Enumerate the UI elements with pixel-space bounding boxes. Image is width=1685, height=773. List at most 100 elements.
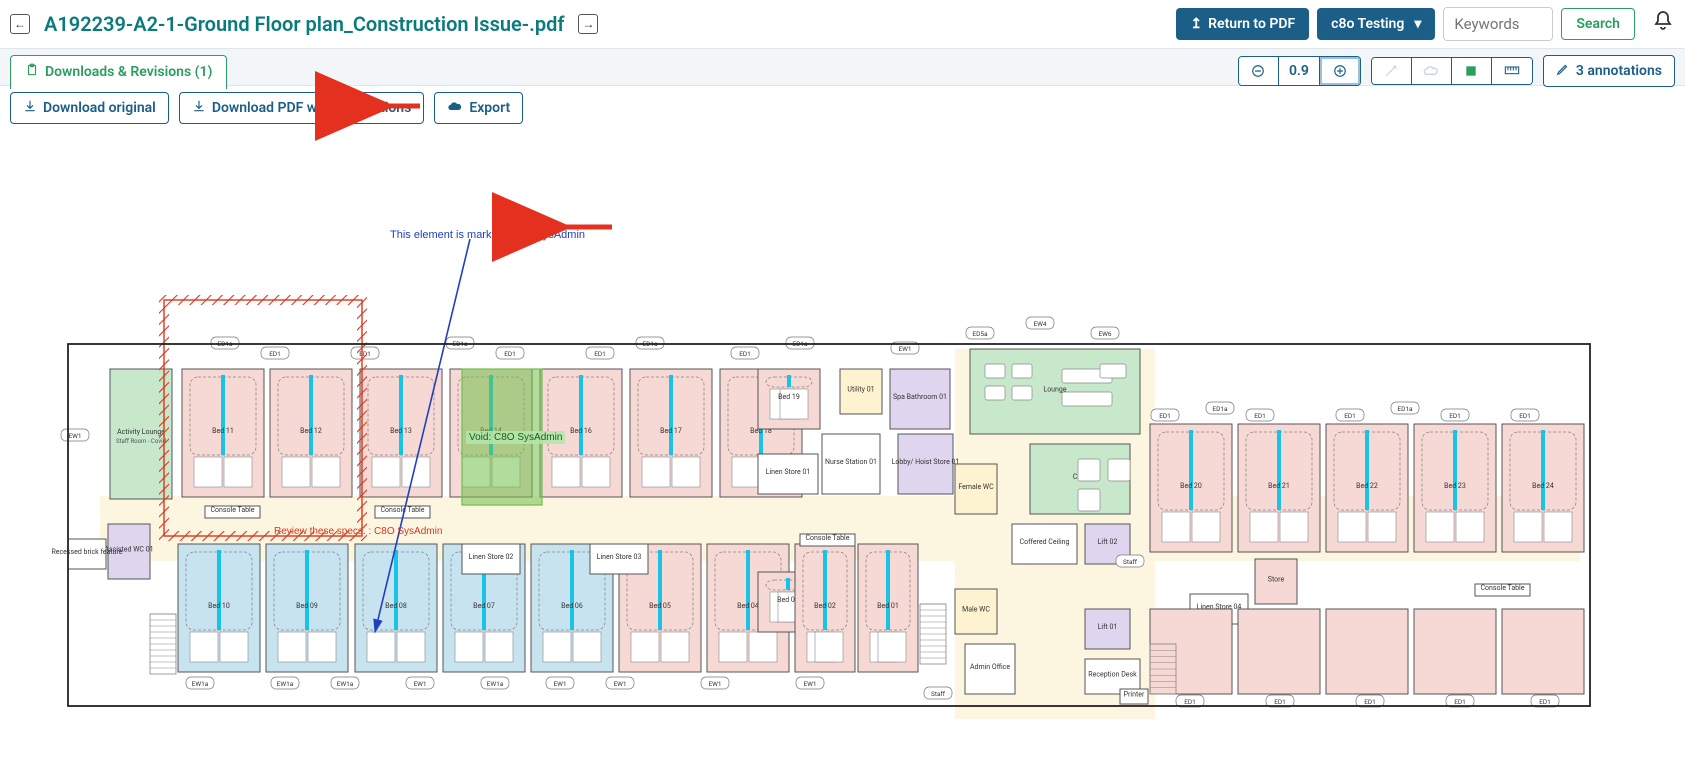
svg-text:Bed 07: Bed 07 (473, 602, 495, 610)
svg-text:Staff: Staff (1123, 558, 1138, 566)
svg-text:Bed 12: Bed 12 (300, 427, 322, 435)
annotation-marked-text: This element is marked: C8O SysAdmin (390, 229, 585, 241)
svg-text:Bed 22: Bed 22 (1356, 482, 1378, 490)
floorplan-canvas: Activity Lounge Staff Room - Covid Bed 11 B… (0, 132, 1685, 773)
zoom-group: 0.9 (1238, 56, 1361, 86)
svg-text:EW6: EW6 (1098, 330, 1111, 338)
svg-text:EW1: EW1 (613, 680, 626, 688)
download-original-label: Download original (43, 100, 156, 116)
svg-text:Console Table: Console Table (381, 506, 425, 514)
svg-text:ED1: ED1 (594, 350, 606, 358)
svg-text:Bed 21: Bed 21 (1268, 482, 1290, 490)
export-button[interactable]: Export (434, 92, 523, 124)
svg-text:ED1: ED1 (1519, 412, 1531, 420)
annotations-label: 3 annotations (1576, 63, 1662, 79)
tab-label: Downloads & Revisions (1) (45, 64, 212, 80)
svg-text:Nurse Station 01: Nurse Station 01 (825, 458, 877, 466)
svg-text:Linen Store 02: Linen Store 02 (469, 553, 514, 561)
download-annotated-button[interactable]: Download PDF with annotations (179, 92, 424, 124)
annotations-button[interactable]: 3 annotations (1543, 55, 1675, 87)
svg-text:EW4: EW4 (1033, 320, 1046, 328)
svg-text:Spa Bathroom 01: Spa Bathroom 01 (893, 393, 947, 401)
rectangle-tool[interactable] (1452, 58, 1492, 84)
svg-text:Staff: Staff (931, 690, 946, 698)
svg-text:Reception Desk: Reception Desk (1088, 671, 1137, 679)
svg-text:ED1: ED1 (1274, 698, 1286, 706)
svg-text:Bed 05: Bed 05 (649, 602, 671, 610)
svg-text:Bed 08: Bed 08 (385, 602, 407, 610)
svg-text:Admin Office: Admin Office (970, 663, 1010, 671)
svg-text:EW1: EW1 (68, 432, 81, 440)
svg-text:Console Table: Console Table (211, 506, 255, 514)
search-button[interactable]: Search (1561, 8, 1635, 40)
svg-text:Recessed brick feature: Recessed brick feature (51, 548, 122, 556)
svg-text:EW1: EW1 (413, 680, 426, 688)
zoom-level[interactable]: 0.9 (1279, 57, 1320, 85)
svg-text:ED1: ED1 (504, 350, 516, 358)
downloads-revisions-tab[interactable]: Downloads & Revisions (1) (10, 55, 227, 89)
svg-text:ED1: ED1 (1449, 412, 1461, 420)
svg-text:Staff Room - Covid: Staff Room - Covid (116, 438, 166, 445)
nav-forward-button[interactable]: → (578, 14, 598, 34)
svg-text:Bed 10: Bed 10 (208, 602, 230, 610)
svg-text:Bed 04: Bed 04 (737, 602, 759, 610)
svg-text:ED1: ED1 (1364, 698, 1376, 706)
svg-text:ED5a: ED5a (972, 330, 988, 338)
pointer-tool[interactable] (1372, 58, 1412, 84)
nav-back-button[interactable]: ← (10, 14, 30, 34)
svg-text:Bed 19: Bed 19 (778, 393, 800, 401)
svg-text:ED1: ED1 (1539, 698, 1551, 706)
pencil-icon (1556, 62, 1570, 80)
svg-text:Bed 09: Bed 09 (296, 602, 318, 610)
download-row: Download original Download PDF with anno… (0, 86, 1685, 132)
svg-text:ED1: ED1 (1454, 698, 1466, 706)
svg-text:EW1: EW1 (803, 680, 816, 688)
testing-dropdown[interactable]: c8o Testing (1317, 8, 1435, 40)
svg-text:EW1: EW1 (708, 680, 721, 688)
svg-text:ED1a: ED1a (1212, 405, 1228, 413)
svg-text:Linen Store 01: Linen Store 01 (766, 468, 811, 476)
svg-text:Lift 02: Lift 02 (1098, 538, 1118, 546)
search-input[interactable] (1443, 7, 1553, 41)
svg-text:Console Table: Console Table (806, 534, 850, 542)
secondary-bar: Downloads & Revisions (1) 0.9 (0, 48, 1685, 86)
svg-text:Activity Lounge: Activity Lounge (117, 428, 165, 436)
zoom-in-button[interactable] (1320, 57, 1360, 85)
svg-text:ED1: ED1 (1159, 412, 1171, 420)
svg-text:Lobby/ Hoist Store 01: Lobby/ Hoist Store 01 (892, 458, 960, 466)
svg-text:Lift 01: Lift 01 (1098, 623, 1118, 631)
return-to-pdf-button[interactable]: ↥ Return to PDF (1176, 8, 1309, 40)
svg-text:EW1a: EW1a (337, 680, 354, 688)
svg-text:Bed 23: Bed 23 (1444, 482, 1466, 490)
svg-text:Bed 06: Bed 06 (561, 602, 583, 610)
svg-text:ED1: ED1 (739, 350, 751, 358)
upload-icon: ↥ (1190, 16, 1202, 32)
svg-text:Male WC: Male WC (962, 606, 990, 614)
svg-text:Console Table: Console Table (1481, 584, 1525, 592)
tools-group (1371, 57, 1533, 85)
svg-text:Bed 11: Bed 11 (212, 427, 234, 435)
svg-text:EW1a: EW1a (277, 680, 294, 688)
download-icon (192, 99, 206, 117)
svg-text:Bed 17: Bed 17 (660, 427, 682, 435)
svg-text:Female WC: Female WC (958, 483, 994, 491)
svg-text:Bed 02: Bed 02 (814, 602, 836, 610)
zoom-out-button[interactable] (1239, 57, 1279, 85)
notification-icon[interactable] (1651, 9, 1675, 39)
download-original-button[interactable]: Download original (10, 92, 169, 124)
pdf-viewer[interactable]: Activity Lounge Staff Room - Covid Bed 11 B… (0, 132, 1685, 773)
clipboard-icon (25, 63, 39, 81)
svg-text:Linen Store 03: Linen Store 03 (597, 553, 642, 561)
svg-text:ED1: ED1 (1184, 698, 1196, 706)
svg-text:ED1: ED1 (1344, 412, 1356, 420)
cloud-tool[interactable] (1412, 58, 1452, 84)
page-title: A192239-A2-1-Ground Floor plan_Construct… (44, 12, 564, 36)
svg-text:Printer: Printer (1124, 691, 1145, 699)
svg-text:EW1: EW1 (898, 345, 911, 353)
svg-text:EW1: EW1 (553, 680, 566, 688)
svg-text:ED1: ED1 (269, 350, 281, 358)
svg-text:Bed 24: Bed 24 (1532, 482, 1554, 490)
export-label: Export (469, 100, 510, 116)
measure-tool[interactable] (1492, 58, 1532, 84)
return-label: Return to PDF (1208, 16, 1295, 32)
